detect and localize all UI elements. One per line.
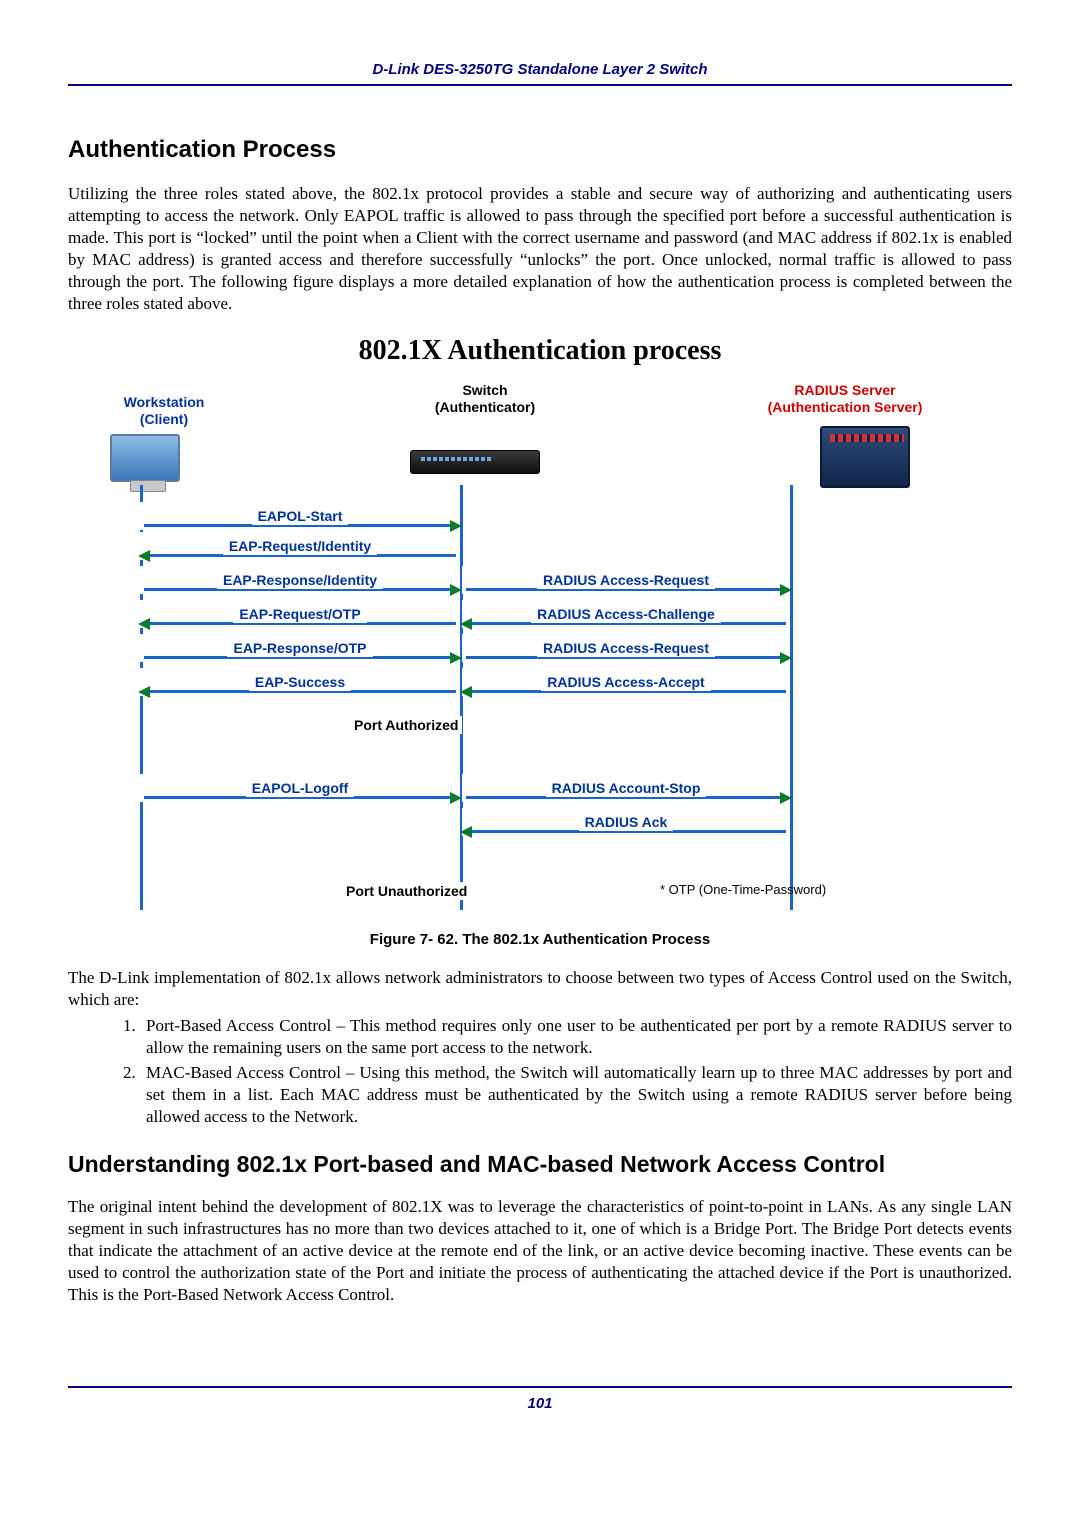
- msg-text: EAP-Request/Identity: [223, 537, 377, 555]
- msg-radius-ack: RADIUS Ack: [462, 808, 790, 836]
- msg-text: RADIUS Access-Request: [537, 571, 715, 589]
- msg-text: EAPOL-Logoff: [246, 779, 354, 797]
- msg-eap-success: EAP-Success: [140, 668, 460, 696]
- lifeline-radius: [790, 485, 793, 910]
- port-authorized-label: Port Authorized: [350, 716, 462, 734]
- node-workstation-label: Workstation (Client): [94, 394, 234, 429]
- section-auth-process-heading: Authentication Process: [68, 134, 1012, 165]
- msg-eap-req-identity: EAP-Request/Identity: [140, 532, 460, 560]
- section-understanding-heading: Understanding 802.1x Port-based and MAC-…: [68, 1150, 1012, 1180]
- msg-eapol-logoff: EAPOL-Logoff: [140, 774, 460, 802]
- msg-text: RADIUS Access-Accept: [541, 673, 710, 691]
- section-auth-process-para: Utilizing the three roles stated above, …: [68, 183, 1012, 316]
- list-item: MAC-Based Access Control – Using this me…: [140, 1062, 1012, 1128]
- msg-radius-access-accept: RADIUS Access-Accept: [462, 668, 790, 696]
- msg-text: RADIUS Access-Challenge: [531, 605, 721, 623]
- msg-text: EAPOL-Start: [252, 507, 349, 525]
- switch-icon: [410, 450, 540, 474]
- msg-eap-resp-otp: EAP-Response/OTP: [140, 634, 460, 662]
- msg-radius-access-request-2: RADIUS Access-Request: [462, 634, 790, 662]
- msg-radius-account-stop: RADIUS Account-Stop: [462, 774, 790, 802]
- footer-rule: [68, 1386, 1012, 1388]
- msg-eap-resp-identity: EAP-Response/Identity: [140, 566, 460, 594]
- sequence-diagram: Workstation (Client) Switch (Authenticat…: [90, 382, 990, 912]
- msg-text: EAP-Response/Identity: [217, 571, 383, 589]
- figure-caption: Figure 7- 62. The 802.1x Authentication …: [68, 930, 1012, 950]
- msg-radius-access-request-1: RADIUS Access-Request: [462, 566, 790, 594]
- port-unauthorized-label: Port Unauthorized: [342, 882, 471, 900]
- msg-text: EAP-Response/OTP: [227, 639, 372, 657]
- msg-text: EAP-Success: [249, 673, 351, 691]
- node-radius-label: RADIUS Server (Authentication Server): [700, 382, 990, 417]
- page-number: 101: [68, 1394, 1012, 1414]
- msg-radius-access-challenge: RADIUS Access-Challenge: [462, 600, 790, 628]
- diagram-title: 802.1X Authentication process: [68, 333, 1012, 369]
- diagram-wrap: 802.1X Authentication process Workstatio…: [68, 333, 1012, 911]
- node-radius-text: RADIUS Server (Authentication Server): [768, 382, 923, 416]
- access-control-list: Port-Based Access Control – This method …: [68, 1015, 1012, 1127]
- header-rule: [68, 84, 1012, 86]
- section-understanding-para: The original intent behind the developme…: [68, 1196, 1012, 1306]
- node-workstation-text: Workstation (Client): [124, 394, 205, 428]
- msg-text: RADIUS Ack: [579, 813, 674, 831]
- msg-text: EAP-Request/OTP: [233, 605, 366, 623]
- list-item: Port-Based Access Control – This method …: [140, 1015, 1012, 1059]
- radius-server-icon: [820, 426, 910, 488]
- diagram-footnote: * OTP (One-Time-Password): [660, 882, 826, 899]
- node-switch-text: Switch (Authenticator): [435, 382, 535, 416]
- msg-eap-req-otp: EAP-Request/OTP: [140, 600, 460, 628]
- msg-text: RADIUS Access-Request: [537, 639, 715, 657]
- post-diagram-intro: The D-Link implementation of 802.1x allo…: [68, 967, 1012, 1011]
- msg-eapol-start: EAPOL-Start: [140, 502, 460, 530]
- node-switch-label: Switch (Authenticator): [390, 382, 580, 417]
- header-title: D-Link DES-3250TG Standalone Layer 2 Swi…: [68, 60, 1012, 84]
- workstation-icon: [110, 434, 180, 482]
- msg-text: RADIUS Account-Stop: [546, 779, 707, 797]
- page-header: D-Link DES-3250TG Standalone Layer 2 Swi…: [68, 60, 1012, 86]
